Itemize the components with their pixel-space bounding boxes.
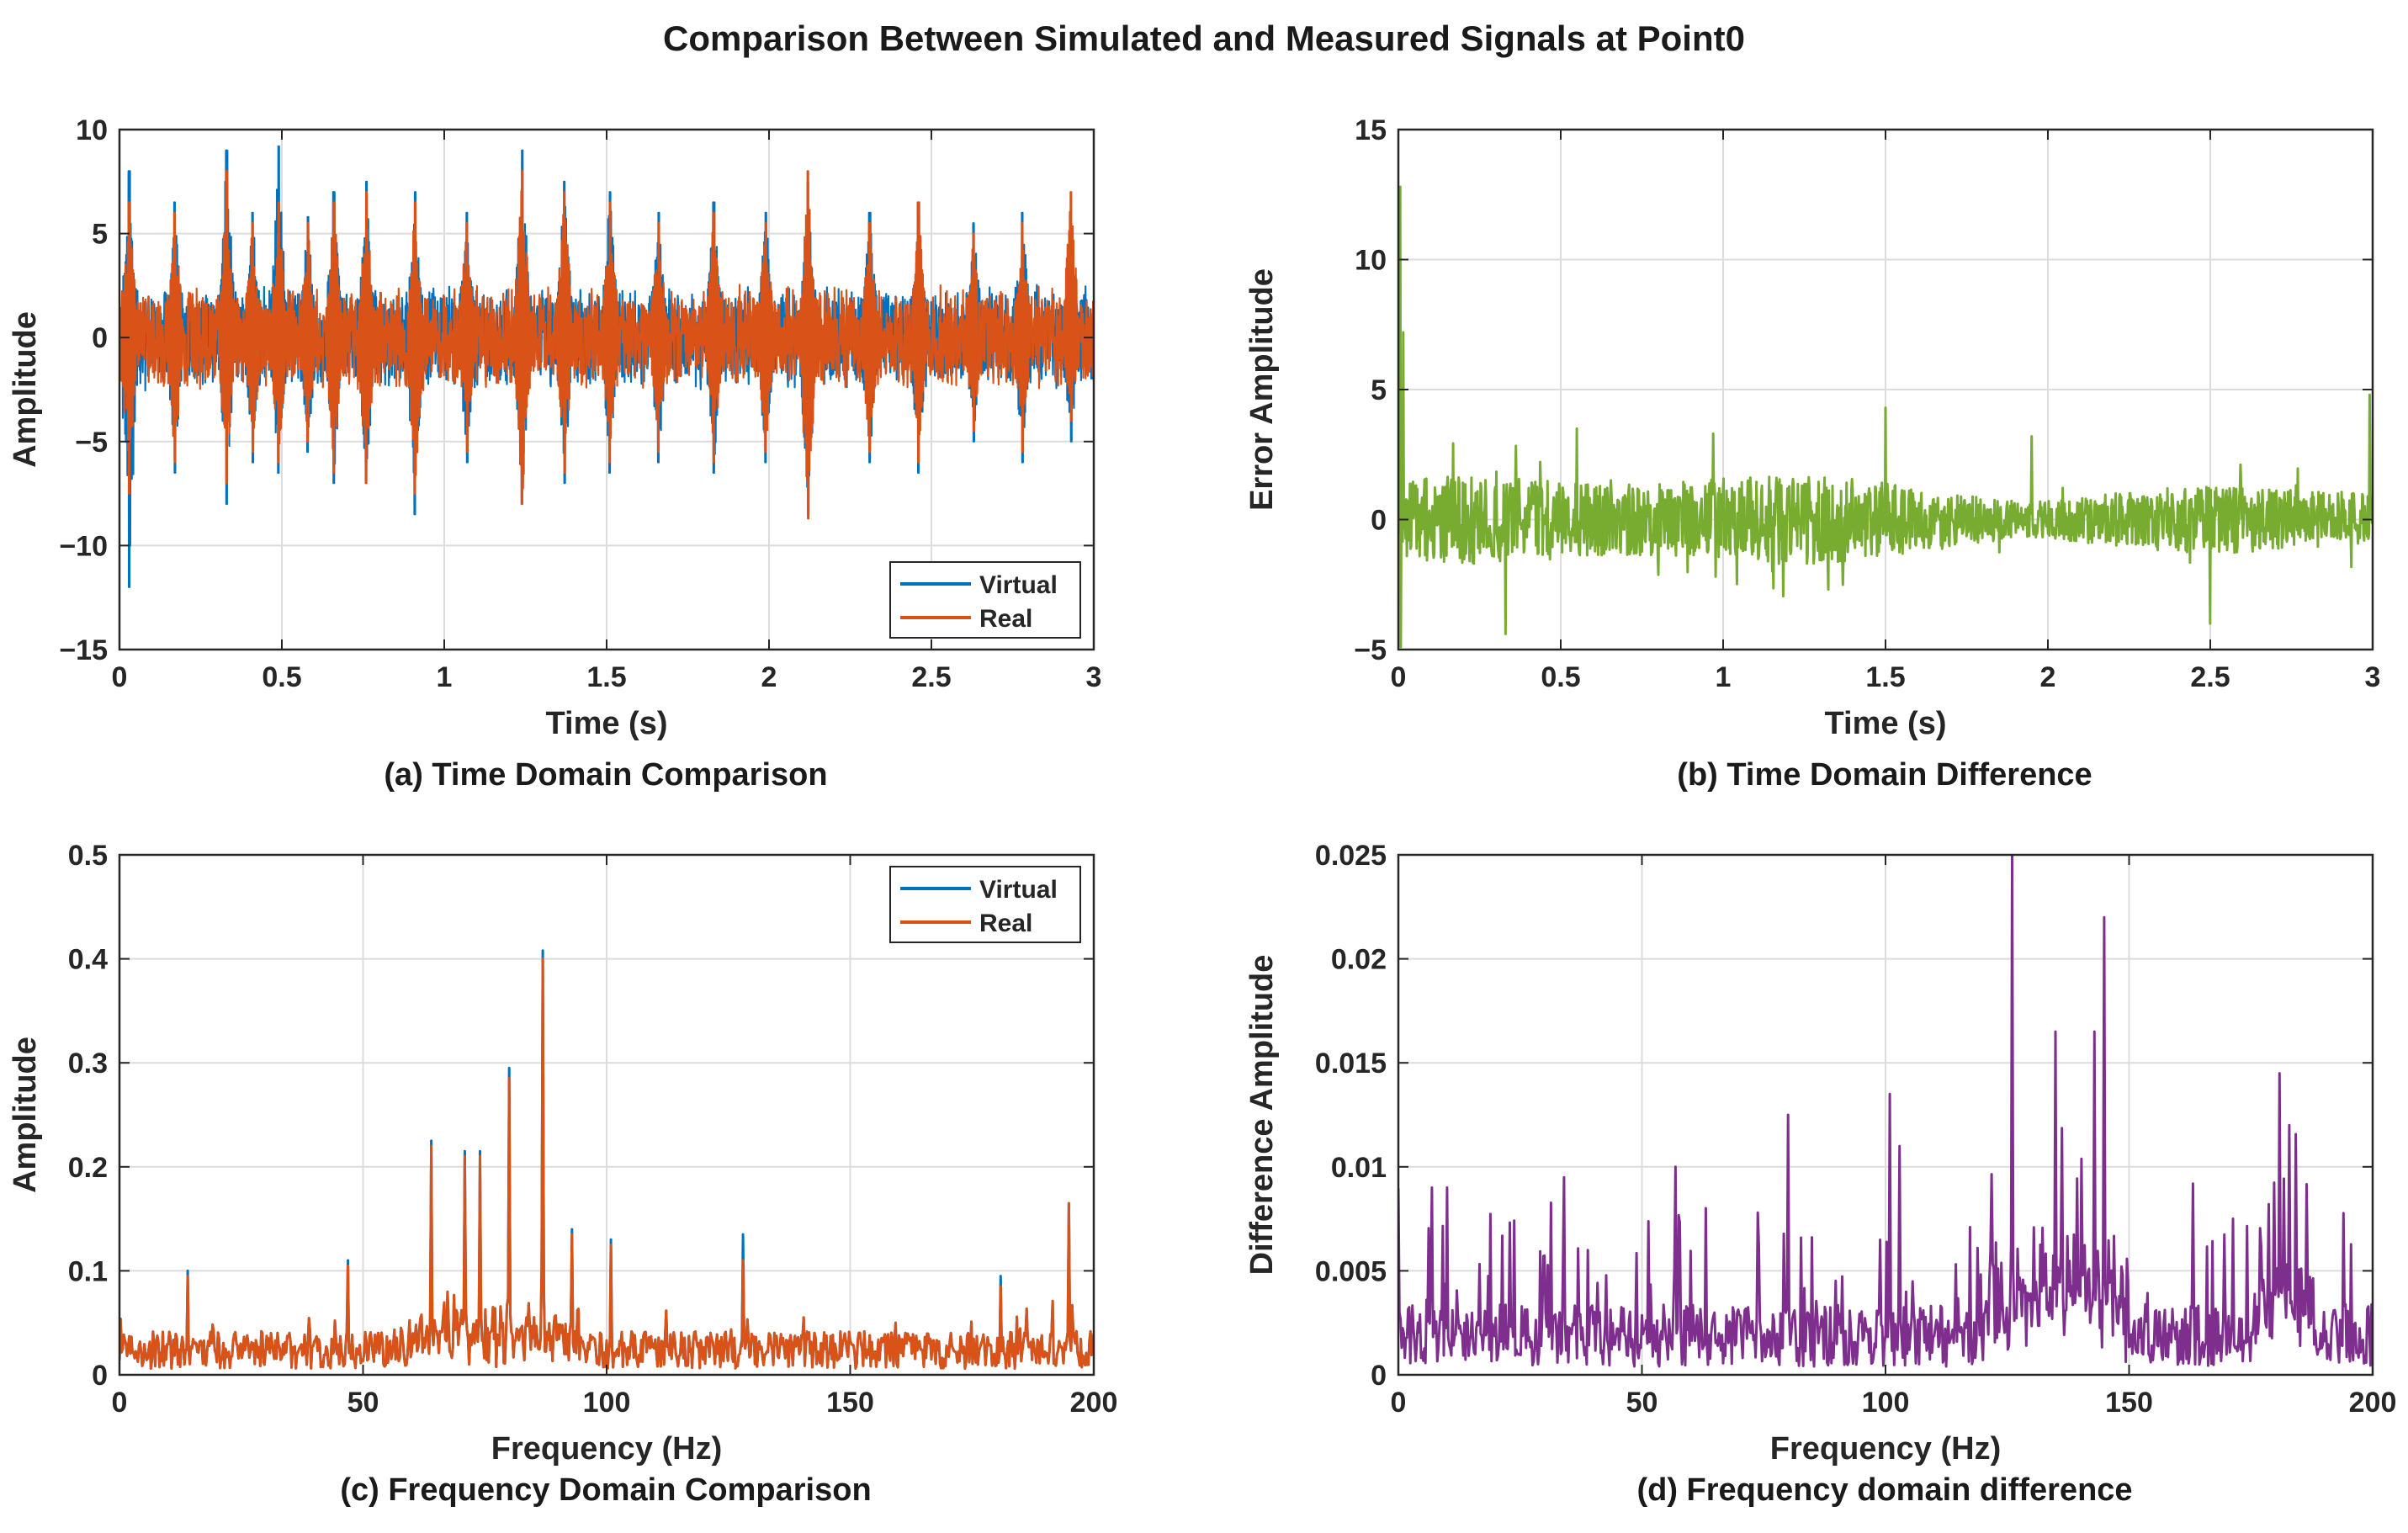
x-tick-label: 50 (1626, 1387, 1658, 1419)
x-tick-label: 150 (2105, 1387, 2153, 1419)
caption-c: (c) Frequency Domain Comparison (340, 1472, 872, 1508)
x-tick-label: 100 (583, 1387, 631, 1419)
series-group (119, 949, 1094, 1371)
x-tick-label: 1.5 (586, 661, 626, 693)
legend: Virtual Real (889, 866, 1081, 943)
series-line-difference (1398, 855, 2373, 1368)
y-tick-label: 0 (1371, 505, 1387, 537)
x-axis-label: Frequency (Hz) (1770, 1431, 2001, 1467)
y-tick-label: 5 (92, 219, 108, 251)
series-line-real (119, 957, 1094, 1371)
chart-panel-d: 0 50 100 150 200 0 0.005 0.01 0.015 0.02 0.025 Freq… (1212, 816, 2408, 1533)
y-tick-label: −5 (75, 427, 108, 459)
series-group (1398, 185, 2373, 649)
chart-a: 0 0.5 1 1.5 2 2.5 3 −15 −10 −5 0 5 10 Time (s) Amplitu… (8, 114, 1102, 741)
x-tick-label: 150 (826, 1387, 874, 1419)
x-tick-label: 2 (761, 661, 777, 693)
y-axis-label: Error Amplitude (1244, 268, 1280, 511)
y-axis-label: Amplitude (8, 311, 43, 468)
x-tick-label: 100 (1862, 1387, 1910, 1419)
chart-c: 0 50 100 150 200 0 0.1 0.2 0.3 0.4 0.5 Frequency (H… (8, 840, 1118, 1467)
y-tick-label: 10 (1355, 245, 1387, 277)
y-tick-label: 5 (1371, 374, 1387, 406)
legend-box (889, 561, 1081, 639)
y-tick-label: 0.005 (1315, 1255, 1387, 1287)
x-tick-label: 200 (1070, 1387, 1118, 1419)
x-tick-label: 1 (1716, 661, 1732, 693)
x-tick-label: 0.5 (1541, 661, 1580, 693)
legend-box (889, 866, 1081, 943)
chart-panel-c: 0 50 100 150 200 0 0.1 0.2 0.3 0.4 0.5 Frequency (H… (0, 816, 1195, 1533)
y-tick-label: 15 (1355, 114, 1387, 146)
legend-label-real: Real (979, 910, 1032, 937)
y-tick-label: 0.1 (68, 1255, 108, 1287)
y-tick-label: 10 (76, 114, 108, 146)
caption-b: (b) Time Domain Difference (1677, 757, 2092, 793)
y-axis-label: Difference Amplitude (1244, 955, 1280, 1276)
y-tick-label: 0.02 (1331, 944, 1387, 976)
series-line-real (119, 170, 1094, 520)
y-tick-label: −5 (1354, 634, 1387, 666)
x-tick-label: 0 (112, 1387, 128, 1419)
x-tick-label: 1.5 (1865, 661, 1905, 693)
caption-d: (d) Frequency domain difference (1636, 1472, 2133, 1508)
x-axis-label: Frequency (Hz) (491, 1431, 722, 1467)
x-tick-label: 0 (112, 661, 128, 693)
chart-panel-b: 0 0.5 1 1.5 2 2.5 3 −5 0 5 10 15 Time (s) Error Ampli… (1212, 101, 2408, 808)
y-tick-label: −10 (59, 530, 108, 562)
y-tick-label: 0 (1371, 1360, 1387, 1392)
legend: Virtual Real (889, 561, 1081, 639)
y-tick-label: 0 (92, 1360, 108, 1392)
series-group (1398, 855, 2373, 1368)
x-tick-label: 1 (437, 661, 453, 693)
x-tick-label: 0 (1391, 661, 1407, 693)
y-tick-label: 0.5 (68, 840, 108, 872)
legend-label-virtual: Virtual (979, 571, 1058, 599)
y-tick-label: 0.025 (1315, 840, 1387, 872)
caption-a: (a) Time Domain Comparison (384, 757, 828, 793)
y-tick-label: 0.3 (68, 1048, 108, 1079)
y-tick-label: 0.2 (68, 1152, 108, 1184)
y-tick-label: 0.015 (1315, 1048, 1387, 1079)
y-tick-label: 0.01 (1331, 1152, 1387, 1184)
x-tick-label: 0 (1391, 1387, 1407, 1419)
x-axis-label: Time (s) (545, 706, 667, 741)
x-tick-label: 3 (2365, 661, 2381, 693)
x-tick-label: 0.5 (262, 661, 301, 693)
figure-title: Comparison Between Simulated and Measure… (663, 19, 1745, 58)
chart-panel-a: 0 0.5 1 1.5 2 2.5 3 −15 −10 −5 0 5 10 Time (s) Amplitu… (0, 101, 1195, 808)
chart-d: 0 50 100 150 200 0 0.005 0.01 0.015 0.02 0.025 Freq… (1244, 840, 2397, 1467)
series-group (119, 145, 1094, 588)
series-line-error (1398, 185, 2373, 649)
y-tick-label: 0.4 (68, 944, 108, 976)
y-tick-label: 0 (92, 322, 108, 354)
legend-label-virtual: Virtual (979, 876, 1058, 904)
x-axis-label: Time (s) (1824, 706, 1946, 741)
y-axis-label: Amplitude (8, 1037, 43, 1193)
legend-label-real: Real (979, 605, 1032, 633)
y-tick-label: −15 (59, 634, 108, 666)
x-tick-label: 2.5 (911, 661, 951, 693)
x-tick-label: 50 (347, 1387, 379, 1419)
x-tick-label: 2.5 (2190, 661, 2230, 693)
x-tick-label: 3 (1086, 661, 1102, 693)
x-tick-label: 200 (2349, 1387, 2397, 1419)
x-tick-label: 2 (2040, 661, 2056, 693)
